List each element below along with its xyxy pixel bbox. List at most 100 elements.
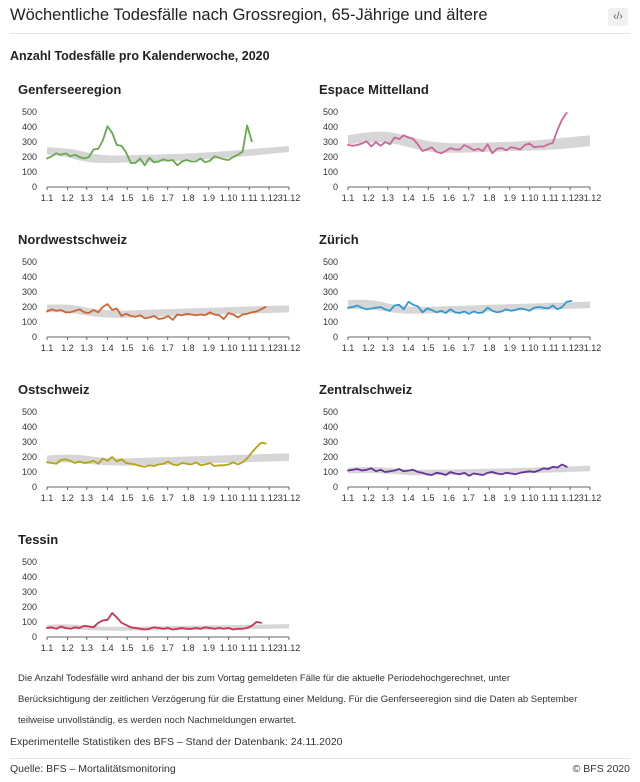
genferseeregion-y-tick-200: 200 [22, 152, 37, 162]
panel-title-zuerich: Zürich [319, 232, 359, 247]
chart-zentralschweiz: 0 100 200 300 400 500 1.1 1.2 1.3 1.4 1.5 1.6 1.7 1.8… [323, 407, 602, 503]
tessin-y-tick-0: 0 [32, 632, 37, 642]
genferseeregion-x-tick-1-4: 1.4 [101, 193, 114, 203]
zurich-x-tick-1-4: 1.4 [402, 343, 415, 353]
genferseeregion-x-tick-1-8: 1.8 [182, 193, 195, 203]
tessin-x-tick-1-6: 1.6 [142, 643, 155, 653]
zentralschweiz-x-tick-1-3: 1.3 [382, 493, 395, 503]
tessin-x-tick-1-1: 1.1 [41, 643, 54, 653]
chart-ostschweiz: 0 100 200 300 400 500 1.1 1.2 1.3 1.4 1.5 1.6 1.7 1.8… [22, 407, 301, 503]
zurich-x-tick-1-10: 1.10 [521, 343, 539, 353]
panel-title-tessin: Tessin [18, 532, 59, 547]
genferseeregion-x-tick-1-5: 1.5 [121, 193, 134, 203]
espace-mittelland-x-tick-1-9: 1.9 [504, 193, 517, 203]
espace-mittelland-x-tick-31-12: 31.12 [579, 193, 602, 203]
chart-tessin: 0 100 200 300 400 500 1.1 1.2 1.3 1.4 1.5 1.6 1.7 1.8… [22, 557, 301, 653]
genferseeregion-x-tick-1-9: 1.9 [203, 193, 216, 203]
title-divider [10, 33, 630, 34]
database-status: Experimentelle Statistiken des BFS – Sta… [10, 736, 343, 748]
tessin-y-tick-500: 500 [22, 557, 37, 567]
ostschweiz-x-tick-1-10: 1.10 [220, 493, 238, 503]
zentralschweiz-y-tick-400: 400 [323, 422, 338, 432]
zentralschweiz-deaths-line [347, 463, 568, 477]
footnote: Die Anzahl Todesfälle wird anhand der bi… [18, 673, 578, 726]
zentralschweiz-y-tick-500: 500 [323, 407, 338, 417]
tessin-x-tick-31-12: 31.12 [278, 643, 301, 653]
zentralschweiz-x-tick-1-2: 1.2 [362, 493, 375, 503]
ostschweiz-x-tick-1-11: 1.11 [241, 493, 258, 503]
nordwestschweiz-expected-band [47, 304, 289, 318]
espace-mittelland-y-tick-100: 100 [323, 167, 338, 177]
zentralschweiz-x-tick-1-5: 1.5 [422, 493, 435, 503]
chart-espace-mittelland: 0 100 200 300 400 500 1.1 1.2 1.3 1.4 1.5 1.6 1.7 1.8… [323, 107, 602, 203]
panel-title-genferseeregion: Genferseeregion [18, 82, 122, 97]
nordwestschweiz-x-tick-1-2: 1.2 [61, 343, 74, 353]
footer-divider [10, 758, 630, 759]
panel-title-nordwestschweiz: Nordwestschweiz [18, 232, 128, 247]
embed-code-icon[interactable]: ‹/› [608, 8, 628, 26]
nordwestschweiz-x-tick-1-3: 1.3 [81, 343, 94, 353]
ostschweiz-y-tick-0: 0 [32, 482, 37, 492]
nordwestschweiz-x-tick-1-11: 1.11 [241, 343, 258, 353]
zurich-y-tick-100: 100 [323, 317, 338, 327]
zurich-x-tick-1-1: 1.1 [342, 343, 355, 353]
nordwestschweiz-x-tick-1-1: 1.1 [41, 343, 54, 353]
zurich-y-tick-500: 500 [323, 257, 338, 267]
genferseeregion-x-tick-1-3: 1.3 [81, 193, 94, 203]
espace-mittelland-y-tick-500: 500 [323, 107, 338, 117]
nordwestschweiz-x-tick-1-9: 1.9 [203, 343, 216, 353]
ostschweiz-y-tick-300: 300 [22, 437, 37, 447]
zentralschweiz-x-tick-31-12: 31.12 [579, 493, 602, 503]
genferseeregion-x-tick-1-10: 1.10 [220, 193, 238, 203]
zurich-y-tick-400: 400 [323, 272, 338, 282]
ostschweiz-x-tick-1-1: 1.1 [41, 493, 54, 503]
nordwestschweiz-y-tick-500: 500 [22, 257, 37, 267]
genferseeregion-x-tick-1-1: 1.1 [41, 193, 54, 203]
genferseeregion-x-tick-31-12: 31.12 [278, 193, 301, 203]
chart-nordwestschweiz: 0 100 200 300 400 500 1.1 1.2 1.3 1.4 1.5 1.6 1.7 1.8… [22, 257, 300, 353]
espace-mittelland-x-tick-1-6: 1.6 [443, 193, 456, 203]
espace-mittelland-x-tick-1-8: 1.8 [483, 193, 496, 203]
zurich-deaths-line [347, 300, 573, 315]
ostschweiz-x-tick-1-9: 1.9 [203, 493, 216, 503]
espace-mittelland-x-tick-1-1: 1.1 [342, 193, 355, 203]
zurich-x-tick-1-11: 1.11 [542, 343, 559, 353]
genferseeregion-expected-band [47, 146, 289, 163]
tessin-y-tick-300: 300 [22, 587, 37, 597]
panel-title-ostschweiz: Ostschweiz [18, 382, 90, 397]
zurich-x-tick-1-5: 1.5 [422, 343, 435, 353]
nordwestschweiz-x-tick-1-12: 1.12 [260, 343, 278, 353]
espace-mittelland-x-tick-1-5: 1.5 [422, 193, 435, 203]
tessin-x-tick-1-7: 1.7 [161, 643, 174, 653]
tessin-x-tick-1-5: 1.5 [121, 643, 134, 653]
zurich-x-tick-1-7: 1.7 [462, 343, 475, 353]
genferseeregion-y-tick-100: 100 [22, 167, 37, 177]
ostschweiz-y-tick-100: 100 [22, 467, 37, 477]
zurich-y-tick-200: 200 [323, 302, 338, 312]
zentralschweiz-y-tick-300: 300 [323, 437, 338, 447]
zentralschweiz-x-tick-1-11: 1.11 [542, 493, 559, 503]
genferseeregion-x-tick-1-12: 1.12 [260, 193, 278, 203]
zentralschweiz-y-tick-100: 100 [323, 467, 338, 477]
nordwestschweiz-x-tick-1-10: 1.10 [220, 343, 238, 353]
ostschweiz-x-tick-31-12: 31.12 [278, 493, 301, 503]
genferseeregion-x-tick-1-7: 1.7 [161, 193, 174, 203]
ostschweiz-x-tick-1-5: 1.5 [121, 493, 134, 503]
nordwestschweiz-x-tick-1-7: 1.7 [161, 343, 174, 353]
nordwestschweiz-y-tick-0: 0 [32, 332, 37, 342]
zentralschweiz-x-tick-1-12: 1.12 [561, 493, 579, 503]
nordwestschweiz-deaths-line [46, 303, 267, 321]
source-note: Quelle: BFS – Mortalitätsmonitoring [10, 763, 176, 775]
nordwestschweiz-y-tick-200: 200 [22, 302, 37, 312]
panel-title-zentralschweiz: Zentralschweiz [319, 382, 413, 397]
nordwestschweiz-x-tick-1-5: 1.5 [121, 343, 134, 353]
espace-mittelland-x-tick-1-12: 1.12 [561, 193, 579, 203]
zentralschweiz-x-tick-1-9: 1.9 [504, 493, 517, 503]
zentralschweiz-x-tick-1-8: 1.8 [483, 493, 496, 503]
tessin-x-tick-1-11: 1.11 [241, 643, 258, 653]
genferseeregion-y-tick-0: 0 [32, 182, 37, 192]
espace-mittelland-x-tick-1-4: 1.4 [402, 193, 415, 203]
nordwestschweiz-y-tick-400: 400 [22, 272, 37, 282]
ostschweiz-deaths-line [46, 441, 267, 468]
ostschweiz-x-tick-1-12: 1.12 [260, 493, 278, 503]
